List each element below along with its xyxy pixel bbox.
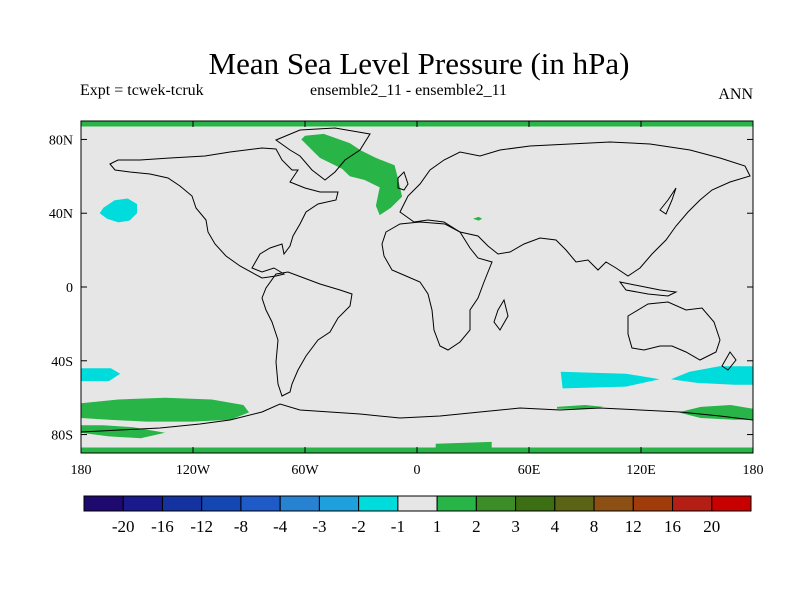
x-tick-label: 60W [291, 463, 319, 478]
colorbar-label: 12 [625, 517, 642, 536]
chart-title: Mean Sea Level Pressure (in hPa) [208, 46, 630, 81]
colorbar-swatch [475, 495, 517, 512]
y-tick-label: 40N [49, 207, 73, 222]
x-tick-label: 180 [71, 463, 92, 478]
colorbar-label: 20 [703, 517, 720, 536]
region-south-indian-negative [560, 371, 660, 389]
colorbar-swatch [593, 495, 634, 512]
colorbar-swatch [201, 495, 242, 512]
region-central-asia-speck [473, 216, 483, 221]
colorbar-label: -3 [312, 517, 326, 536]
colorbar-swatch [632, 495, 674, 512]
x-tick-label: 120W [176, 463, 211, 478]
colorbar-swatch [240, 495, 281, 512]
colorbar-label: 3 [511, 517, 520, 536]
colorbar-swatch [711, 495, 752, 512]
y-tick-label: 40S [51, 355, 73, 370]
coastline-madagascar [493, 298, 509, 331]
y-axis: 80N 40N 0 40S 80S [49, 133, 753, 444]
colorbar-swatch [83, 495, 124, 512]
coastline-japan [659, 187, 677, 215]
colorbar-label: -1 [391, 517, 405, 536]
x-tick-label: 0 [414, 463, 421, 478]
experiment-label: Expt = tcwek-tcruk [80, 82, 204, 99]
colorbar-swatch [397, 495, 438, 512]
region-north-pacific-negative [99, 198, 137, 223]
coastline-new-zealand [721, 351, 737, 371]
y-tick-label: 80N [49, 133, 73, 148]
coastline-uk [397, 171, 409, 191]
plot-background [81, 121, 753, 453]
colorbar-swatch [436, 495, 477, 512]
coastline-south-america [261, 271, 353, 397]
x-tick-label: 120E [626, 463, 656, 478]
colorbar-swatch [122, 495, 163, 512]
colorbar-swatch [161, 495, 203, 512]
colorbar-swatch [672, 495, 713, 512]
region-south-pacific-negative-west [81, 368, 121, 382]
x-axis: 180 120W 60W 0 60E 120E 180 [71, 121, 764, 478]
colorbar-swatch [279, 495, 320, 512]
region-antarctic-coast-positive [435, 441, 492, 448]
season-label: ANN [718, 86, 753, 103]
coastlines [81, 127, 753, 433]
colorbar-label: -8 [234, 517, 248, 536]
colorbar-swatch [318, 495, 360, 512]
y-tick-label: 0 [66, 281, 73, 296]
x-tick-label: 180 [743, 463, 764, 478]
colorbar-label: 2 [472, 517, 481, 536]
colorbar-swatch [554, 495, 595, 512]
y-tick-label: 80S [51, 429, 73, 444]
region-ross-sea-positive [81, 425, 165, 439]
x-tick-label: 60E [518, 463, 541, 478]
coastline-indonesia [618, 281, 678, 297]
coastline-australia [627, 301, 721, 361]
region-southeast-pacific-positive [678, 405, 753, 420]
region-south-pacific-negative-east [670, 366, 753, 385]
colorbar-label: -4 [273, 517, 288, 536]
colorbar-label: -2 [352, 517, 366, 536]
coastline-north-america [109, 147, 339, 279]
colorbar-label: -16 [151, 517, 174, 536]
coastline-eurasia [399, 141, 751, 277]
coastline-greenland [274, 127, 371, 181]
colorbar-label: -20 [112, 517, 135, 536]
colorbar-label: 1 [433, 517, 442, 536]
coastline-antarctica [81, 403, 753, 433]
region-greenland-iceland-positive [301, 133, 403, 216]
region-south-pacific-positive [81, 397, 249, 422]
colorbar-swatch [358, 495, 399, 512]
colorbar-label: 16 [664, 517, 681, 536]
colorbar-label: 4 [551, 517, 560, 536]
colorbar-swatch [515, 495, 556, 512]
colorbar: -20 -16 -12 -8 -4 -3 -2 -1 1 2 3 4 8 12 16 20 [83, 495, 752, 536]
region-southern-indian-strip [557, 405, 604, 409]
colorbar-label: -12 [190, 517, 213, 536]
ensemble-label: ensemble2_11 - ensemble2_11 [310, 82, 507, 99]
colorbar-label: 8 [590, 517, 599, 536]
